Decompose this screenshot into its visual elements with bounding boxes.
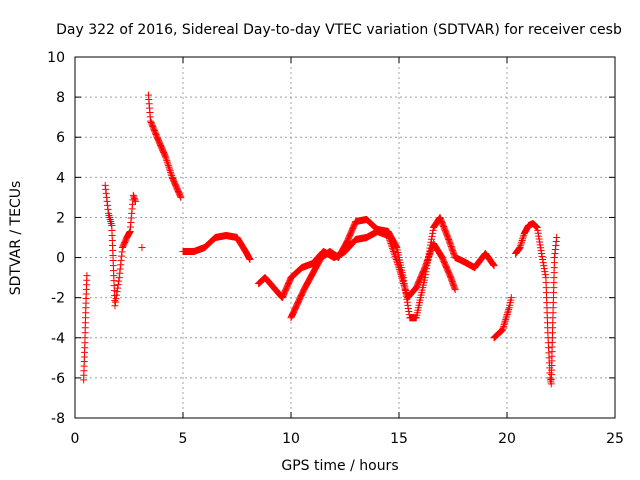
- data-point: [490, 262, 498, 270]
- data-point: [553, 234, 561, 241]
- data-point: [111, 302, 119, 310]
- chart-title: Day 322 of 2016, Sidereal Day-to-day VTE…: [56, 22, 622, 38]
- data-point: [113, 291, 121, 299]
- data-point: [421, 271, 429, 279]
- y-tick-label: 8: [56, 90, 65, 106]
- data-point: [126, 228, 134, 236]
- data-point: [138, 244, 146, 252]
- plot-area-frame: [74, 56, 616, 419]
- data-point: [519, 233, 527, 241]
- data-point: [507, 294, 515, 302]
- data-point: [423, 262, 431, 270]
- data-point: [427, 238, 435, 246]
- data-point: [489, 260, 497, 268]
- y-tick-label: -4: [51, 331, 65, 347]
- data-point: [162, 155, 170, 163]
- x-axis-title: GPS time / hours: [281, 458, 398, 474]
- data-point: [423, 259, 431, 267]
- data-point: [166, 165, 173, 173]
- data-point: [112, 298, 119, 306]
- y-tick-label: 10: [47, 50, 65, 66]
- data-point: [518, 238, 526, 246]
- data-point: [539, 259, 547, 267]
- x-tick-label: 10: [282, 431, 300, 447]
- data-point: [541, 271, 549, 279]
- data-point: [390, 248, 398, 256]
- data-point: [490, 261, 497, 269]
- data-point: [161, 152, 169, 160]
- data-point: [167, 170, 175, 178]
- data-point: [505, 305, 513, 313]
- y-tick-label: -8: [51, 411, 65, 427]
- data-point: [176, 192, 184, 200]
- data-point: [390, 249, 398, 257]
- data-point: [131, 197, 139, 205]
- data-point: [424, 253, 432, 261]
- data-point: [129, 191, 137, 199]
- data-point: [540, 262, 548, 270]
- data-point: [83, 272, 91, 280]
- data-point: [162, 153, 170, 161]
- data-point: [539, 256, 547, 264]
- data-point: [421, 274, 429, 282]
- data-point: [422, 265, 430, 273]
- data-point: [391, 252, 399, 260]
- data-point: [424, 256, 432, 264]
- axis-ticks: -8 -6 -4 -2 0 2 4 6 8 10 0 5 10 15 20 25: [47, 50, 624, 447]
- data-point: [428, 235, 436, 243]
- data-point: [392, 243, 400, 251]
- data-point: [167, 168, 175, 176]
- y-tick-label: 4: [56, 170, 65, 186]
- data-point: [429, 229, 437, 237]
- data-point: [437, 252, 445, 260]
- data-point: [519, 235, 527, 243]
- y-tick-label: 0: [56, 251, 65, 267]
- data-point: [115, 277, 123, 285]
- data-point: [177, 193, 185, 201]
- x-tick-label: 20: [498, 431, 516, 447]
- data-point: [163, 158, 171, 166]
- data-point: [245, 255, 253, 263]
- data-point: [425, 247, 433, 255]
- y-axis-title: SDTVAR / TECUs: [8, 181, 24, 296]
- data-point: [451, 286, 459, 294]
- y-tick-label: -6: [51, 371, 65, 387]
- data-point: [427, 241, 435, 249]
- data-point: [112, 295, 120, 303]
- data-point: [517, 242, 524, 250]
- data-point: [166, 167, 174, 175]
- data-point: [164, 160, 172, 168]
- data-point: [516, 244, 524, 252]
- data-point: [518, 237, 526, 245]
- data-point: [541, 268, 549, 276]
- data-point: [163, 157, 171, 165]
- y-tick-label: -2: [51, 291, 65, 307]
- data-point: [131, 196, 139, 204]
- data-point: [538, 253, 546, 261]
- data-point: [426, 244, 434, 252]
- data-point: [540, 265, 548, 273]
- data-point: [165, 163, 173, 171]
- data-point: [398, 272, 406, 280]
- data-point: [168, 172, 176, 180]
- x-tick-label: 25: [606, 431, 624, 447]
- y-tick-label: 6: [56, 130, 65, 146]
- data-point: [114, 281, 122, 289]
- data-point: [130, 194, 138, 202]
- data-point: [246, 256, 254, 264]
- y-tick-label: 2: [56, 210, 65, 226]
- data-point: [130, 193, 138, 201]
- grid-lines: [75, 57, 615, 418]
- data-point: [429, 226, 437, 234]
- data-point: [114, 284, 122, 292]
- x-tick-label: 5: [179, 431, 188, 447]
- x-tick-label: 15: [390, 431, 408, 447]
- data-point: [538, 250, 546, 258]
- data-point: [113, 288, 121, 296]
- x-tick-label: 0: [71, 431, 80, 447]
- data-point: [517, 240, 525, 248]
- data-point: [164, 162, 172, 170]
- data-points: [80, 91, 561, 388]
